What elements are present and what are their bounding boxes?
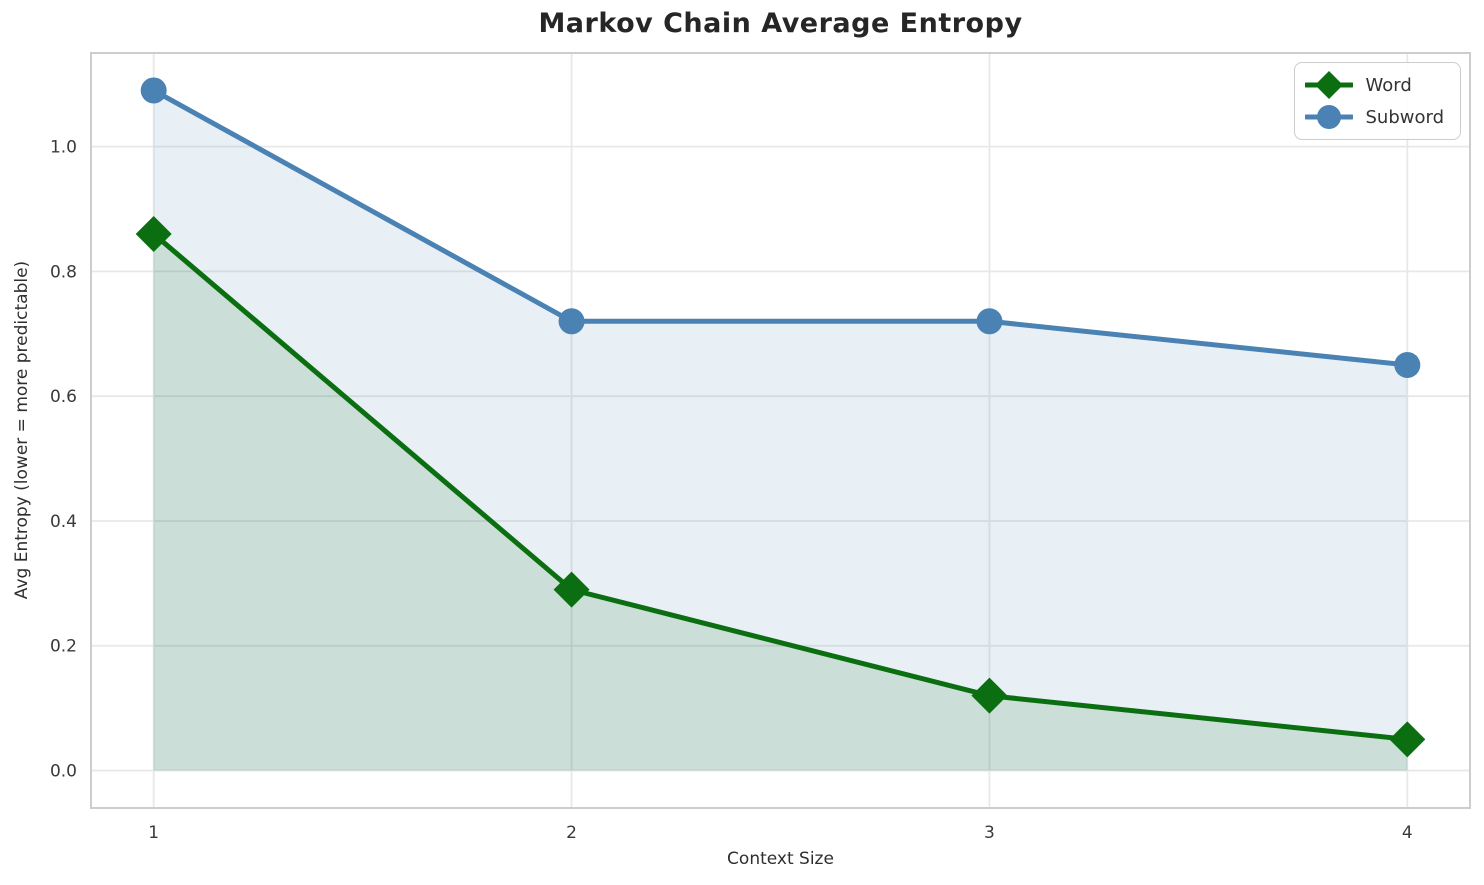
legend: Word Subword bbox=[1294, 62, 1461, 140]
data-point-subword bbox=[976, 308, 1003, 335]
data-point-word bbox=[971, 677, 1008, 714]
y-tick-label: 0.2 bbox=[50, 637, 77, 657]
data-point-word bbox=[135, 215, 172, 252]
x-axis-label: Context Size bbox=[727, 849, 834, 869]
x-tick-label: 1 bbox=[148, 823, 159, 843]
data-point-word bbox=[553, 571, 590, 608]
plot-border bbox=[90, 52, 1471, 809]
legend-item-subword: Subword bbox=[1305, 102, 1444, 132]
data-point-subword bbox=[558, 308, 585, 335]
plot-area bbox=[91, 53, 1470, 808]
y-tick-label: 0.4 bbox=[50, 512, 77, 532]
legend-label-subword: Subword bbox=[1365, 106, 1444, 128]
y-tick-label: 0.6 bbox=[50, 387, 77, 407]
data-point-word bbox=[1389, 721, 1426, 758]
x-tick-label: 2 bbox=[566, 823, 577, 843]
y-tick-label: 0.0 bbox=[50, 762, 77, 782]
series-fill-word bbox=[153, 233, 1408, 771]
chart-title: Markov Chain Average Entropy bbox=[538, 8, 1023, 39]
diamond-marker-icon bbox=[1305, 71, 1354, 99]
circle-marker-icon bbox=[1305, 105, 1354, 129]
y-tick-label: 1.0 bbox=[50, 138, 77, 158]
series-line-subword bbox=[151, 87, 1410, 368]
x-tick-label: 3 bbox=[984, 823, 995, 843]
y-tick-label: 0.8 bbox=[50, 262, 77, 282]
data-point-subword bbox=[140, 77, 167, 104]
x-tick-label: 4 bbox=[1402, 823, 1413, 843]
legend-label-word: Word bbox=[1365, 74, 1412, 96]
legend-item-word: Word bbox=[1305, 70, 1444, 100]
series-line-word bbox=[151, 231, 1410, 742]
data-point-subword bbox=[1394, 351, 1421, 378]
series-fill-subword bbox=[153, 90, 1408, 771]
